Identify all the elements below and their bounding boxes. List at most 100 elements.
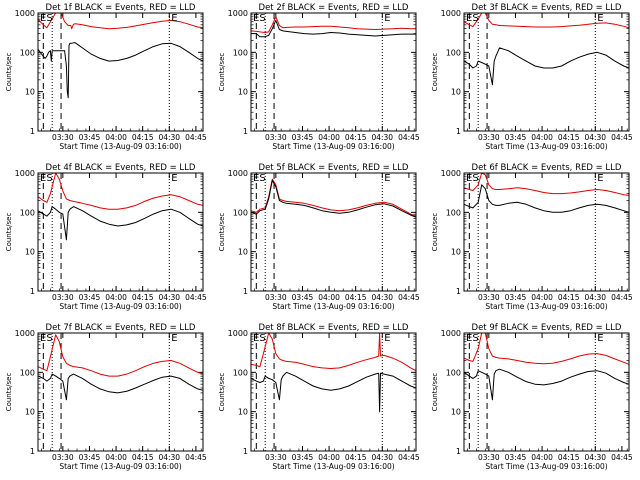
panel-det-7: Det 7f BLACK = Events, RED = LLD Counts/s… [5, 323, 207, 471]
y-tick-label: 1000 [15, 9, 35, 18]
panel-title: Det 7f BLACK = Events, RED = LLD [46, 323, 196, 333]
panel-title: Det 3f BLACK = Events, RED = LLD [472, 3, 622, 13]
x-tick-label: 03:45 [505, 293, 527, 302]
x-tick-label: 04:30 [371, 453, 393, 462]
marker-label: ES [253, 333, 266, 344]
x-tick-label: 04:45 [185, 293, 207, 302]
y-tick-label: 1 [456, 447, 461, 456]
marker-label: E [171, 173, 177, 184]
x-axis-label: Start Time (13-Aug-09 03:16:00) [485, 302, 607, 311]
x-tick-label: 04:30 [584, 293, 606, 302]
marker-label: E [384, 13, 390, 24]
marker-label: E [597, 333, 603, 344]
y-tick-label: 10 [451, 408, 461, 417]
x-tick-label: 03:30 [52, 293, 74, 302]
x-tick-label: 04:15 [558, 453, 580, 462]
y-axis-label: Counts/sec [431, 373, 439, 412]
x-tick-label: 03:30 [265, 453, 287, 462]
y-tick-label: 1000 [441, 329, 461, 338]
x-axis-label: Start Time (13-Aug-09 03:16:00) [59, 302, 181, 311]
x-tick-label: 04:00 [531, 133, 553, 142]
x-tick-label: 04:00 [318, 453, 340, 462]
panel-det-9: Det 9f BLACK = Events, RED = LLD Counts/s… [431, 323, 633, 471]
panel-det-2: Det 2f BLACK = Events, RED = LLD Counts/s… [218, 3, 420, 151]
x-axis-label: Start Time (13-Aug-09 03:16:00) [59, 462, 181, 471]
series-line-events [463, 184, 630, 213]
x-tick-label: 03:30 [265, 293, 287, 302]
y-tick-label: 100 [233, 208, 248, 217]
x-tick-label: 03:30 [478, 453, 500, 462]
x-axis-label: Start Time (13-Aug-09 03:16:00) [485, 142, 607, 151]
y-tick-label: 1000 [441, 9, 461, 18]
x-tick-label: 04:30 [371, 293, 393, 302]
marker-label: ES [466, 173, 479, 184]
x-axis-label: Start Time (13-Aug-09 03:16:00) [485, 462, 607, 471]
series-line-events [463, 47, 630, 86]
x-tick-label: 04:45 [398, 453, 420, 462]
x-tick-label: 03:45 [79, 133, 101, 142]
x-tick-label: 03:45 [292, 453, 314, 462]
series-line-events [37, 206, 204, 241]
x-tick-label: 04:15 [558, 293, 580, 302]
x-axis-label: Start Time (13-Aug-09 03:16:00) [272, 302, 394, 311]
x-tick-label: 04:30 [158, 453, 180, 462]
y-tick-label: 1 [243, 447, 248, 456]
y-axis-label: Counts/sec [218, 213, 226, 252]
series-line-events [463, 368, 630, 401]
y-tick-label: 1 [30, 287, 35, 296]
panel-title: Det 1f BLACK = Events, RED = LLD [46, 3, 196, 13]
x-tick-label: 03:45 [79, 453, 101, 462]
y-tick-label: 100 [20, 48, 35, 57]
y-tick-label: 1 [456, 127, 461, 136]
panel-title: Det 6f BLACK = Events, RED = LLD [472, 163, 622, 173]
marker-label: E [384, 173, 390, 184]
x-tick-label: 04:00 [105, 133, 127, 142]
plot-frame [37, 172, 204, 292]
panel-title: Det 5f BLACK = Events, RED = LLD [259, 163, 409, 173]
marker-label: E [597, 173, 603, 184]
panel-det-1: Det 1f BLACK = Events, RED = LLD Counts/s… [5, 3, 207, 151]
y-tick-label: 10 [25, 248, 35, 257]
marker-label: ES [40, 13, 53, 24]
plot-frame [250, 172, 417, 292]
x-axis-label: Start Time (13-Aug-09 03:16:00) [272, 462, 394, 471]
x-tick-label: 03:45 [505, 453, 527, 462]
x-tick-label: 04:45 [611, 293, 633, 302]
y-tick-label: 1000 [228, 9, 248, 18]
panel-title: Det 4f BLACK = Events, RED = LLD [46, 163, 196, 173]
x-axis-label: Start Time (13-Aug-09 03:16:00) [59, 142, 181, 151]
series-line-events [37, 373, 204, 401]
x-tick-label: 04:15 [132, 453, 154, 462]
x-tick-label: 04:30 [584, 133, 606, 142]
y-tick-label: 1 [243, 287, 248, 296]
y-tick-label: 10 [25, 408, 35, 417]
x-tick-label: 04:15 [132, 133, 154, 142]
panel-det-5: Det 5f BLACK = Events, RED = LLD Counts/s… [218, 163, 420, 311]
x-tick-label: 04:00 [318, 133, 340, 142]
x-tick-label: 04:30 [158, 293, 180, 302]
x-tick-label: 03:45 [505, 133, 527, 142]
y-tick-label: 1000 [228, 169, 248, 178]
y-tick-label: 100 [20, 208, 35, 217]
series-line-lld [37, 334, 204, 377]
plot-frame [37, 12, 204, 132]
panel-det-8: Det 8f BLACK = Events, RED = LLD Counts/s… [218, 323, 420, 471]
plot-frame [463, 172, 630, 292]
y-axis-label: Counts/sec [5, 213, 13, 252]
y-axis-label: Counts/sec [431, 213, 439, 252]
y-tick-label: 10 [25, 88, 35, 97]
series-line-events [250, 179, 417, 218]
x-tick-label: 03:30 [265, 133, 287, 142]
series-line-lld [250, 16, 416, 33]
plot-frame [37, 332, 204, 452]
panel-det-3: Det 3f BLACK = Events, RED = LLD Counts/s… [431, 3, 633, 151]
plot-frame [463, 12, 630, 132]
x-tick-label: 03:30 [52, 453, 74, 462]
marker-label: E [384, 333, 390, 344]
x-tick-label: 03:45 [79, 293, 101, 302]
y-tick-label: 100 [233, 368, 248, 377]
marker-label: ES [466, 333, 479, 344]
marker-label: ES [40, 333, 53, 344]
series-line-events [251, 19, 416, 38]
